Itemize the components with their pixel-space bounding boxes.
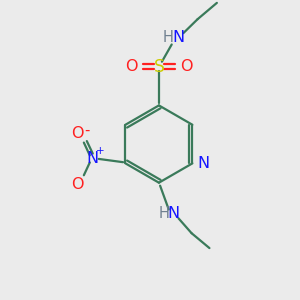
- Text: N: N: [198, 156, 210, 171]
- Text: N: N: [87, 152, 99, 166]
- Text: N: N: [172, 30, 184, 45]
- Text: O: O: [125, 59, 137, 74]
- Text: S: S: [153, 58, 164, 76]
- Text: -: -: [85, 123, 90, 138]
- Text: +: +: [96, 146, 104, 156]
- Text: H: H: [162, 30, 173, 45]
- Text: H: H: [158, 206, 169, 221]
- Text: O: O: [71, 177, 84, 192]
- Text: O: O: [181, 59, 193, 74]
- Text: O: O: [71, 126, 84, 141]
- Text: N: N: [168, 206, 180, 221]
